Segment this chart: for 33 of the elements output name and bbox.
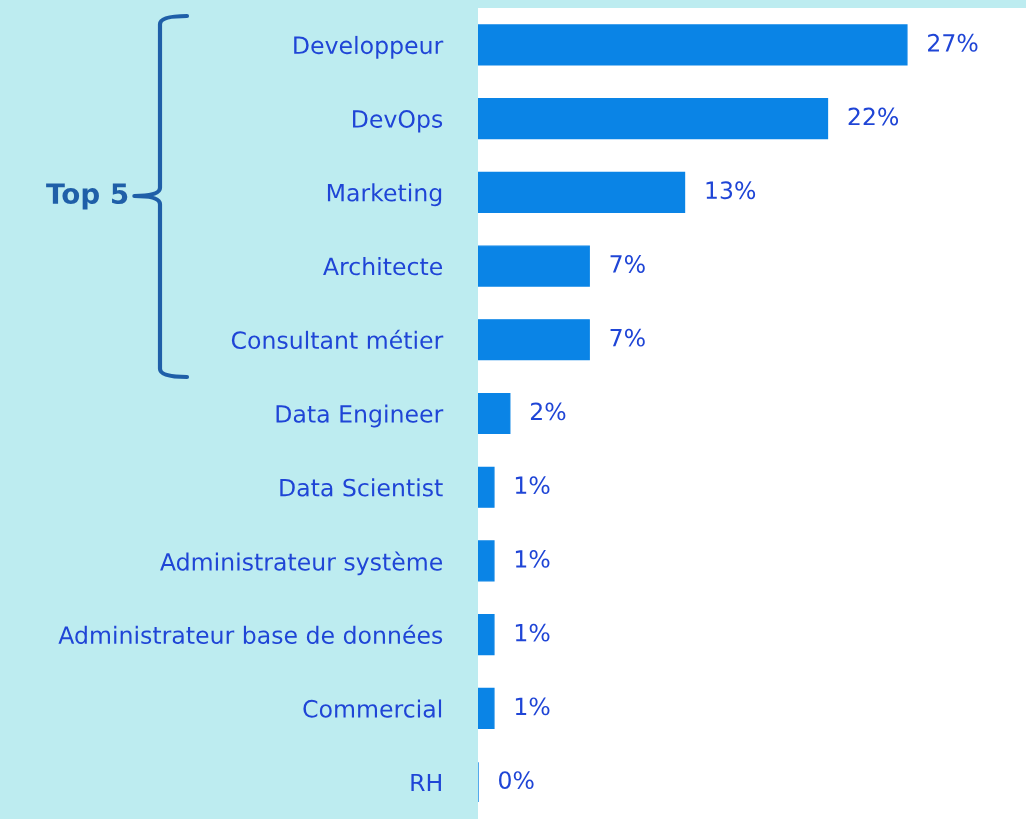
bar bbox=[478, 540, 495, 582]
data-label: 7% bbox=[610, 255, 645, 273]
y-tick-label: Administrateur base de données bbox=[58, 624, 443, 644]
bar bbox=[478, 466, 495, 508]
text: Top 5 bbox=[46, 183, 128, 210]
bar bbox=[478, 392, 511, 435]
y-tick-label: RH bbox=[411, 773, 441, 792]
y-tick-label: Architecte bbox=[323, 257, 443, 276]
data-label: 2% bbox=[530, 402, 566, 421]
bar bbox=[478, 97, 829, 140]
y-tick-label: Data Engineer bbox=[276, 404, 444, 428]
bar bbox=[478, 319, 590, 361]
y-tick-label: Developpeur bbox=[294, 35, 444, 59]
y-tick-label: DevOps bbox=[353, 110, 443, 133]
data-label: 7% bbox=[610, 328, 645, 347]
y-tick-label: Commercial bbox=[303, 699, 442, 718]
y-tick-label: Administrateur système bbox=[160, 551, 443, 576]
data-label: 13% bbox=[706, 181, 756, 200]
bar bbox=[478, 24, 908, 66]
y-tick-label: Marketing bbox=[327, 183, 442, 207]
y-tick-label: Consultant métier bbox=[231, 329, 444, 350]
data-label: 1% bbox=[515, 476, 550, 495]
y-tick-label: Data Scientist bbox=[280, 478, 443, 497]
bar bbox=[478, 171, 686, 213]
data-label: 0% bbox=[499, 771, 534, 789]
data-label: 1% bbox=[515, 697, 550, 716]
bar bbox=[478, 687, 495, 730]
bar bbox=[478, 245, 590, 287]
data-label: 22% bbox=[848, 107, 899, 126]
data-label: 1% bbox=[515, 623, 550, 642]
bar bbox=[478, 614, 495, 656]
data-label: 1% bbox=[515, 549, 550, 568]
data-label: 27% bbox=[928, 33, 978, 52]
